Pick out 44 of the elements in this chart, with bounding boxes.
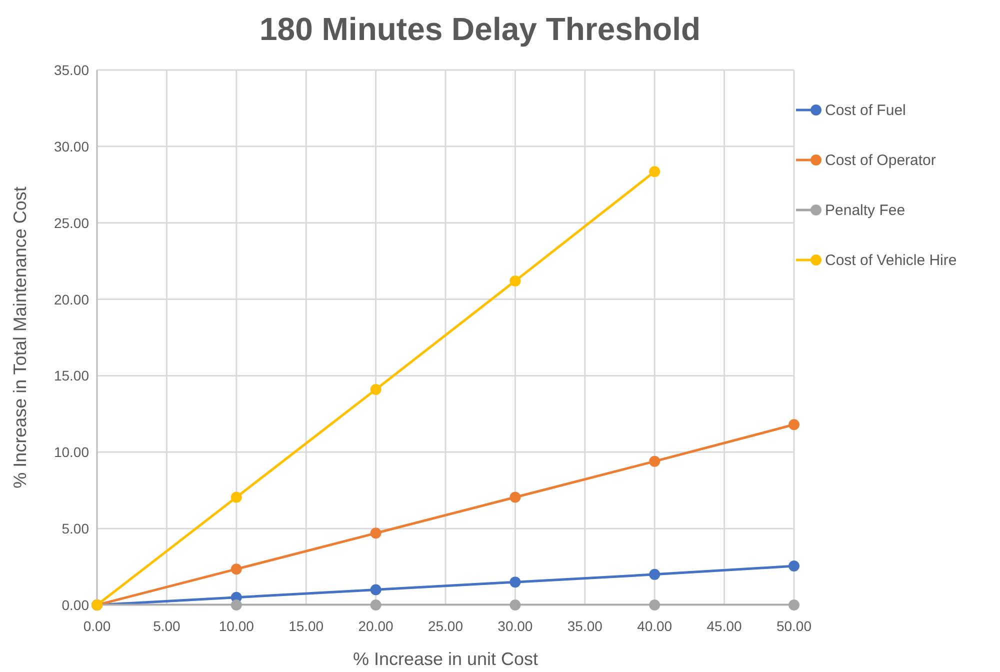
point (230, 600, 242, 610)
y-tick-label: 25.00 (54, 214, 90, 231)
x-tick-label: 25.00 (428, 618, 464, 634)
point (649, 456, 660, 467)
point (370, 384, 382, 395)
point (370, 584, 382, 596)
x-tick-label: 5.00 (153, 618, 181, 634)
legend-label: Cost of Fuel (825, 102, 906, 119)
point (230, 492, 242, 503)
y-tick-label: 20.00 (54, 291, 90, 308)
point (510, 492, 521, 503)
point (370, 528, 382, 539)
y-tick-label: 30.00 (54, 138, 90, 154)
point (510, 600, 521, 610)
y-tick-label: 15.00 (54, 368, 90, 384)
point (649, 568, 660, 580)
y-tick-label: 5.00 (62, 520, 90, 537)
x-tick-label: 30.00 (498, 618, 533, 634)
y-tick-label: 0.00 (62, 597, 90, 613)
x-tick-label: 15.00 (288, 618, 324, 634)
legend-label: Cost of Vehicle Hire (825, 252, 957, 269)
point (788, 560, 800, 572)
point (510, 275, 521, 286)
point (370, 600, 382, 610)
point (510, 576, 521, 588)
x-tick-label: 45.00 (706, 618, 742, 634)
x-tick-label: 50.00 (776, 618, 812, 634)
x-tick-label: 0.00 (83, 618, 111, 634)
point (788, 419, 800, 430)
point (649, 166, 660, 178)
y-tick-label: 35.00 (54, 62, 90, 78)
x-axis-title: % Increase in unit Cost (352, 649, 538, 669)
legend-label: Cost of Operator (825, 152, 936, 169)
point (649, 600, 660, 610)
chart-title: 180 Minutes Delay Threshold (259, 11, 701, 47)
point (230, 564, 242, 575)
x-tick-label: 10.00 (218, 618, 254, 634)
point (788, 600, 800, 610)
legend-label: Penalty Fee (825, 202, 906, 219)
x-tick-label: 20.00 (358, 618, 394, 634)
x-tick-label: 40.00 (637, 618, 672, 634)
x-tick-label: 35.00 (567, 618, 603, 634)
y-tick-label: 10.00 (54, 444, 90, 460)
y-axis-title: % Increase in Total Maintenance Cost (10, 186, 30, 488)
